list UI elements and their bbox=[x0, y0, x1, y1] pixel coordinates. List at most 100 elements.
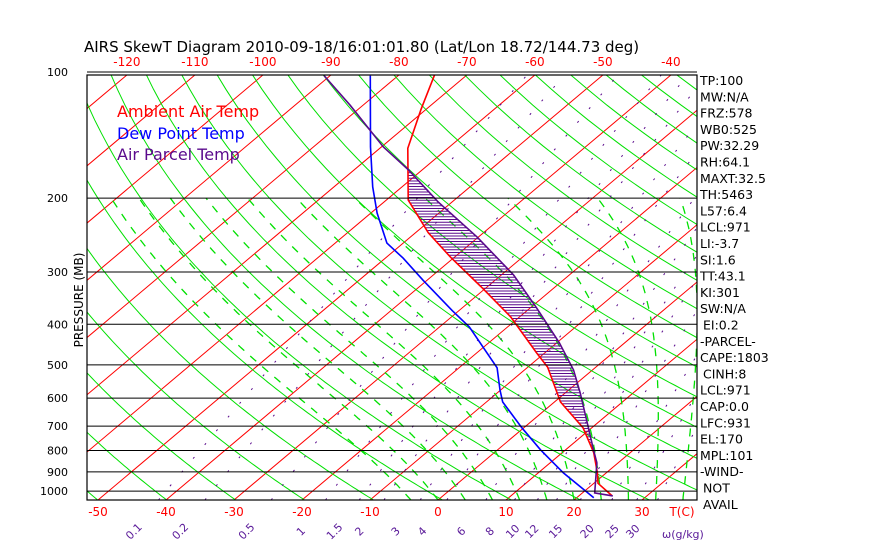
mixing-ratio-tick: 10 bbox=[503, 522, 522, 541]
moist-adiabat-line bbox=[169, 197, 466, 500]
pressure-tick: 1000 bbox=[40, 485, 68, 498]
index-item: -WIND- bbox=[700, 464, 744, 479]
mixing-ratio-tick: 0.2 bbox=[170, 521, 192, 543]
pressure-tick: 200 bbox=[47, 192, 68, 205]
index-item: CAPE:1803 bbox=[700, 350, 769, 365]
background-grid bbox=[0, 72, 870, 500]
bottom-temp-tick: 30 bbox=[634, 505, 649, 519]
moist-adiabat-line bbox=[247, 197, 521, 500]
index-item: TT:43.1 bbox=[699, 269, 746, 284]
index-item: TH:5463 bbox=[699, 187, 753, 202]
dry-adiabat-line bbox=[87, 311, 305, 500]
index-item: KI:301 bbox=[700, 285, 740, 300]
dry-adiabat-line bbox=[393, 75, 697, 310]
isotherm-line bbox=[0, 75, 59, 500]
bottom-temp-tick: -30 bbox=[224, 505, 244, 519]
index-item: EI:0.2 bbox=[703, 318, 739, 333]
top-temp-tick: -60 bbox=[525, 55, 545, 69]
legend-ambient: Ambient Air Temp bbox=[117, 102, 259, 121]
profiles bbox=[323, 75, 613, 499]
dry-adiabat-line bbox=[87, 247, 374, 500]
mixing-ratio-tick: 15 bbox=[546, 522, 565, 541]
isotherm-line bbox=[87, 75, 332, 281]
profile-air-parcel-temp bbox=[323, 75, 613, 497]
index-item: MAXT:32.5 bbox=[700, 171, 766, 186]
mixing-ratio-label: ω(g/kg) bbox=[662, 528, 704, 541]
mixing-ratio-tick: 0.1 bbox=[123, 521, 145, 543]
pressure-tick: 700 bbox=[47, 420, 68, 433]
dry-adiabat-line bbox=[251, 75, 697, 428]
top-temp-tick: -50 bbox=[593, 55, 613, 69]
dry-adiabat-line bbox=[428, 75, 697, 281]
index-item: PW:32.29 bbox=[700, 138, 759, 153]
index-item: SI:1.6 bbox=[700, 252, 736, 267]
isotherm-line bbox=[437, 281, 697, 500]
dry-adiabat-line bbox=[357, 75, 697, 339]
profile-ambient-air-temp bbox=[406, 75, 613, 497]
legend-dewpoint: Dew Point Temp bbox=[117, 124, 245, 143]
top-temp-tick: -100 bbox=[249, 55, 276, 69]
mixing-ratio-tick: 4 bbox=[415, 524, 429, 538]
mixing-ratio-tick: 8 bbox=[483, 524, 497, 538]
mixing-ratio-line bbox=[579, 309, 697, 500]
index-item: RH:64.1 bbox=[700, 155, 750, 170]
dry-adiabat-line bbox=[87, 179, 443, 500]
isotherm-line bbox=[87, 75, 536, 453]
dry-adiabat-line bbox=[87, 431, 167, 500]
mixing-ratio-tick: 30 bbox=[623, 522, 642, 541]
dry-adiabat-line bbox=[849, 72, 870, 500]
mixing-ratio-line bbox=[611, 354, 697, 500]
bottom-temp-tick: 20 bbox=[566, 505, 581, 519]
bottom-temp-tick: 10 bbox=[498, 505, 513, 519]
chart-title: AIRS SkewT Diagram 2010-09-18/16:01:01.8… bbox=[84, 38, 639, 56]
isotherm-line bbox=[301, 166, 697, 500]
top-temp-tick: -120 bbox=[113, 55, 140, 69]
isotherm-line bbox=[233, 109, 697, 500]
dry-adiabat-line bbox=[110, 75, 581, 500]
index-item: WB0:525 bbox=[700, 122, 757, 137]
top-temp-tick: -70 bbox=[457, 55, 477, 69]
pressure-tick: 800 bbox=[47, 444, 68, 457]
mixing-ratio-tick: 25 bbox=[603, 522, 622, 541]
mixing-ratio-tick: 2 bbox=[352, 524, 366, 538]
index-item: NOT bbox=[703, 481, 730, 496]
cape-hatching bbox=[407, 169, 597, 468]
isotherm-line bbox=[87, 75, 400, 339]
index-item: LI:-3.7 bbox=[700, 236, 739, 251]
isotherm-line bbox=[87, 75, 196, 167]
y-axis-label: PRESSURE (MB) bbox=[72, 253, 86, 348]
moist-adiabat-line bbox=[507, 197, 630, 500]
legend-parcel: Air Parcel Temp bbox=[117, 145, 240, 164]
isotherm-line bbox=[97, 75, 604, 500]
index-item: CAP:0.0 bbox=[700, 399, 749, 414]
dry-adiabat-line bbox=[499, 75, 697, 226]
bottom-temp-tick: -40 bbox=[156, 505, 176, 519]
mixing-ratio-line bbox=[325, 75, 662, 500]
moist-adiabat-line bbox=[354, 197, 575, 500]
dry-adiabat-line bbox=[87, 101, 512, 500]
index-item: EL:170 bbox=[700, 432, 743, 447]
index-item: LFC:931 bbox=[700, 415, 751, 430]
pressure-tick: 500 bbox=[47, 359, 68, 372]
bottom-temp-tick: 0 bbox=[434, 505, 442, 519]
pressure-tick: 600 bbox=[47, 392, 68, 405]
mixing-ratio-line bbox=[419, 123, 697, 500]
bottom-temp-tick: -20 bbox=[292, 505, 312, 519]
mixing-ratio-tick: 1 bbox=[294, 524, 308, 538]
dry-adiabat-line bbox=[322, 75, 697, 368]
moist-adiabat-line bbox=[424, 197, 602, 500]
mixing-ratio-line bbox=[514, 226, 697, 500]
mixing-ratio-line bbox=[536, 254, 697, 500]
isotherm-line bbox=[87, 75, 128, 110]
mixing-ratio-tick: 3 bbox=[389, 524, 403, 538]
index-item: -PARCEL- bbox=[700, 334, 756, 349]
mixing-ratio-tick: 6 bbox=[454, 524, 468, 538]
pressure-tick: 300 bbox=[47, 266, 68, 279]
dry-adiabat-line bbox=[814, 72, 870, 500]
mixing-ratio-tick: 1.5 bbox=[324, 521, 346, 543]
moist-adiabat-line bbox=[296, 197, 548, 500]
plot-border bbox=[86, 74, 698, 501]
dry-adiabat-line bbox=[145, 75, 650, 500]
